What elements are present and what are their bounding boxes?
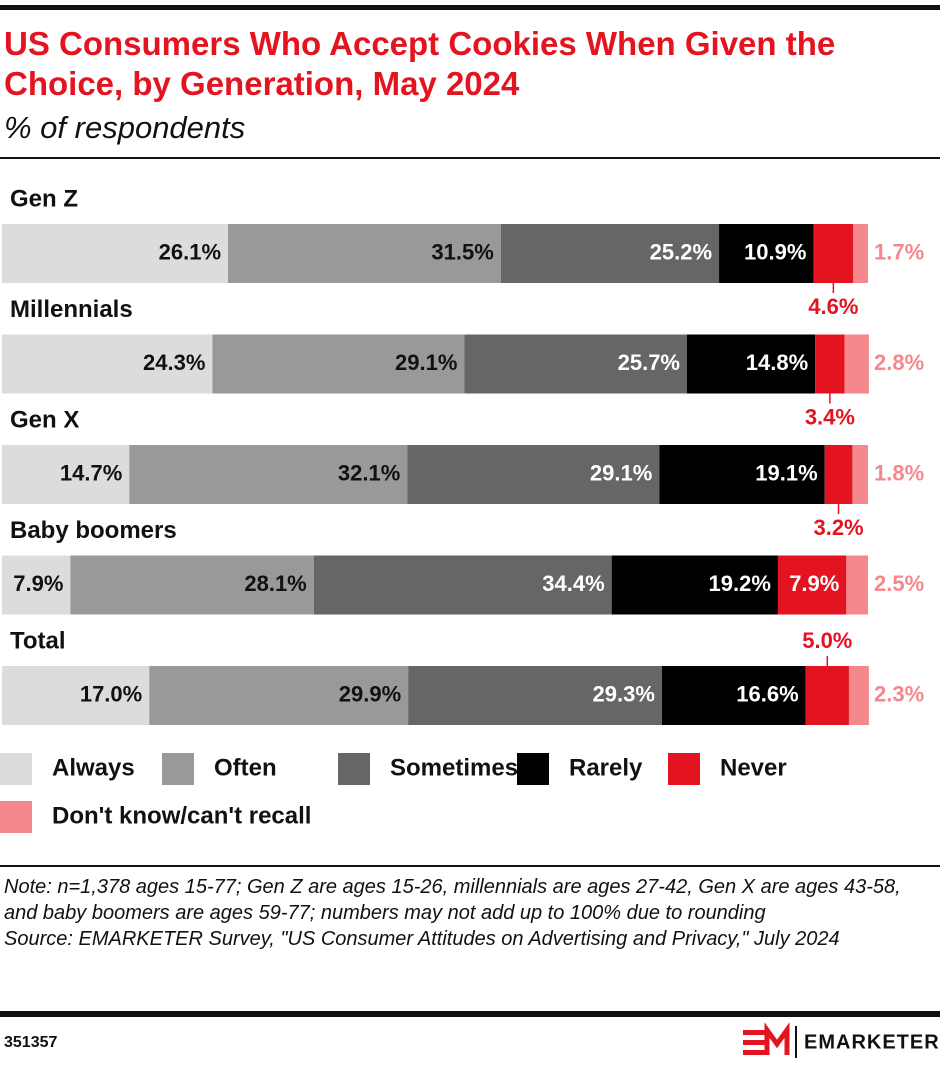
bar-segment <box>659 445 825 504</box>
value-label: 19.1% <box>755 460 817 485</box>
legend-label: Sometimes <box>390 754 518 781</box>
legend-label: Never <box>720 754 787 781</box>
value-label: 4.6% <box>808 294 858 319</box>
header-rule <box>0 157 940 159</box>
value-label: 29.1% <box>590 460 652 485</box>
bar-segment <box>777 555 847 615</box>
bar-segment <box>611 555 778 615</box>
note: Note: n=1,378 ages 15-77; Gen Z are ages… <box>4 876 901 924</box>
value-label: 25.7% <box>618 350 680 375</box>
bar-segment <box>313 555 612 615</box>
legend-swatch <box>338 753 370 785</box>
value-label: 32.1% <box>338 460 400 485</box>
logo-mark <box>743 1040 765 1045</box>
logo: EMARKETER <box>743 1022 940 1058</box>
legend-swatch <box>0 801 32 833</box>
brand: EMARKETER <box>804 1031 940 1053</box>
value-label: 28.1% <box>244 571 306 596</box>
bar-segment <box>149 666 409 725</box>
value-label: 5.0% <box>802 628 852 653</box>
logo-divider <box>795 1026 797 1058</box>
bar-segment <box>2 334 213 394</box>
bar-segment <box>844 334 869 394</box>
bar-segment <box>661 666 806 725</box>
value-label: 1.7% <box>874 239 924 264</box>
bar-segment <box>129 445 408 504</box>
value-label: 14.7% <box>60 460 122 485</box>
bar-segment <box>852 445 868 504</box>
bar-segment <box>408 666 662 725</box>
category-label: Gen X <box>10 406 79 433</box>
value-label: 7.9% <box>789 571 839 596</box>
value-label: 17.0% <box>80 681 142 706</box>
value-label: 7.9% <box>13 571 63 596</box>
bar-segment <box>464 334 688 394</box>
bar-segment <box>70 555 314 615</box>
bar-segment <box>719 224 814 283</box>
legend-swatch <box>162 753 194 785</box>
source: Source: EMARKETER Survey, "US Consumer A… <box>4 928 840 950</box>
bar-segment <box>2 666 150 725</box>
value-label: 2.5% <box>874 571 924 596</box>
value-label: 29.9% <box>339 681 401 706</box>
logo-mark <box>743 1030 765 1035</box>
chart-subtitle: % of respondents <box>4 110 246 145</box>
bar-segment <box>2 555 71 615</box>
chart-id: 351357 <box>4 1034 57 1051</box>
bar-segment <box>2 224 229 283</box>
category-label: Total <box>10 627 66 654</box>
legend-swatch <box>0 753 32 785</box>
value-label: 14.8% <box>746 350 808 375</box>
bar-segment <box>2 445 130 504</box>
value-label: 34.4% <box>542 571 604 596</box>
value-label: 31.5% <box>431 239 493 264</box>
chart-title: US Consumers Who Accept Cookies When Giv… <box>4 25 836 102</box>
value-label: 1.8% <box>874 460 924 485</box>
bar-segment <box>848 666 869 725</box>
value-label: 2.3% <box>874 681 924 706</box>
logo-mark <box>743 1050 765 1055</box>
value-label: 29.1% <box>395 350 457 375</box>
value-label: 29.3% <box>593 681 655 706</box>
value-label: 25.2% <box>650 239 712 264</box>
value-label: 3.2% <box>813 515 863 540</box>
value-label: 19.2% <box>709 571 771 596</box>
value-label: 24.3% <box>143 350 205 375</box>
logo-mark <box>764 1022 790 1055</box>
bar-segment <box>813 224 854 283</box>
bar-segment <box>687 334 816 394</box>
legend-label: Often <box>214 754 277 781</box>
notes: Note: n=1,378 ages 15-77; Gen Z are ages… <box>4 874 919 952</box>
bar-segment <box>815 334 845 394</box>
value-label: 2.8% <box>874 350 924 375</box>
top-rule <box>0 5 940 10</box>
bar-segment <box>228 224 501 283</box>
value-label: 16.6% <box>736 681 798 706</box>
bar-segment <box>824 445 853 504</box>
bar-segment <box>853 224 868 283</box>
bar-segment <box>500 224 720 283</box>
bottom-rule <box>0 1011 940 1017</box>
legend-label: Rarely <box>569 754 643 781</box>
value-label: 26.1% <box>159 239 221 264</box>
category-label: Baby boomers <box>10 517 177 544</box>
category-label: Gen Z <box>10 185 78 212</box>
bar-segment <box>407 445 660 504</box>
legend-label: Always <box>52 754 135 781</box>
value-label: 3.4% <box>805 404 855 429</box>
bar-segment <box>805 666 849 725</box>
legend-swatch <box>517 753 549 785</box>
legend-swatch <box>668 753 700 785</box>
bar-segment <box>212 334 465 394</box>
note-rule <box>0 865 940 867</box>
bar-segment <box>846 555 868 615</box>
category-label: Millennials <box>10 296 133 323</box>
value-label: 10.9% <box>744 239 806 264</box>
legend-label: Don't know/can't recall <box>52 802 311 829</box>
